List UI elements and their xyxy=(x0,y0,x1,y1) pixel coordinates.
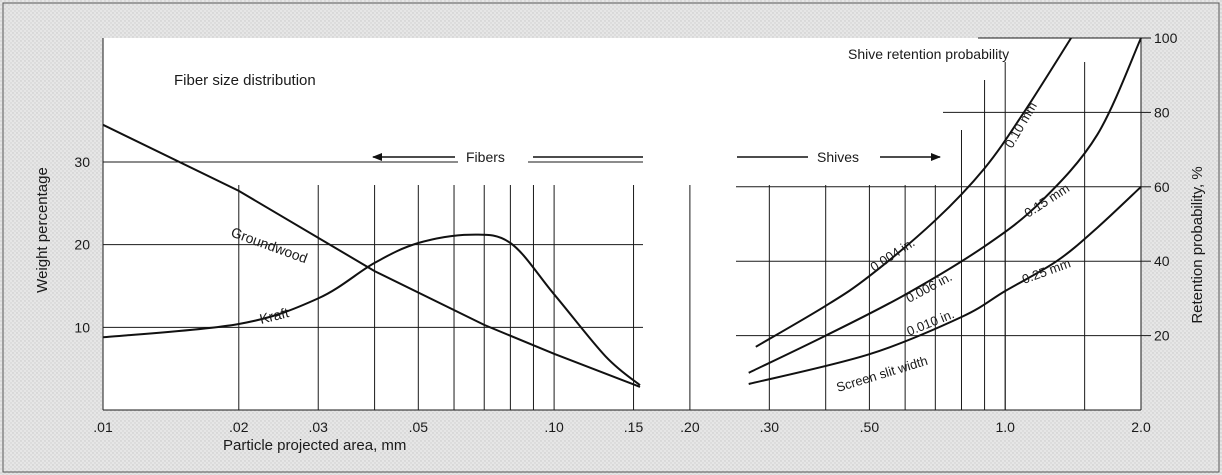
series-line-4 xyxy=(748,186,1142,385)
series-line-0 xyxy=(102,123,641,388)
y-left-tick-label: 20 xyxy=(74,237,90,253)
y-right-tick-label: 80 xyxy=(1154,104,1170,120)
fibers-label-bg xyxy=(458,147,528,167)
shives-label: Shives xyxy=(817,149,859,165)
x-tick-label: .30 xyxy=(760,419,780,435)
right-chart-title: Shive retention probability xyxy=(848,46,1009,62)
series-line-2 xyxy=(755,37,1072,348)
x-tick-label: .50 xyxy=(860,419,880,435)
x-axis-label: Particle projected area, mm xyxy=(223,437,406,454)
y-left-tick-label: 30 xyxy=(74,154,90,170)
kraft-label: Kraft xyxy=(258,304,291,327)
x-tick-label: .01 xyxy=(93,419,113,435)
y-left-tick-label: 10 xyxy=(74,319,90,335)
x-tick-label: 2.0 xyxy=(1131,419,1151,435)
x-tick-label: .20 xyxy=(680,419,700,435)
y-right-tick-label: 100 xyxy=(1154,30,1178,46)
x-tick-label: .03 xyxy=(308,419,328,435)
series-line-1 xyxy=(102,233,641,386)
y-axis-label-left: Weight percentage xyxy=(34,167,51,293)
x-tick-label: .05 xyxy=(409,419,429,435)
y-right-tick-label: 60 xyxy=(1154,179,1170,195)
x-tick-label: .02 xyxy=(229,419,249,435)
series-lines xyxy=(102,37,1142,388)
series-line-3 xyxy=(748,37,1142,374)
chart-title: Fiber size distribution xyxy=(174,72,316,89)
y-right-tick-label: 40 xyxy=(1154,253,1170,269)
fibers-label: Fibers xyxy=(466,149,505,165)
tick-labels: .01 .02 .03 .05 .10 .15 .20 .30 .50 1.0 2.0 10 20 30 2… xyxy=(74,30,1177,435)
x-tick-label: 1.0 xyxy=(995,419,1015,435)
x-tick-label: .10 xyxy=(544,419,564,435)
y-axis-label-right: Retention probability, % xyxy=(1189,166,1206,323)
plot-area xyxy=(103,38,1141,410)
x-tick-label: .15 xyxy=(624,419,644,435)
y-right-tick-label: 20 xyxy=(1154,328,1170,344)
shives-label-bg xyxy=(810,147,878,167)
